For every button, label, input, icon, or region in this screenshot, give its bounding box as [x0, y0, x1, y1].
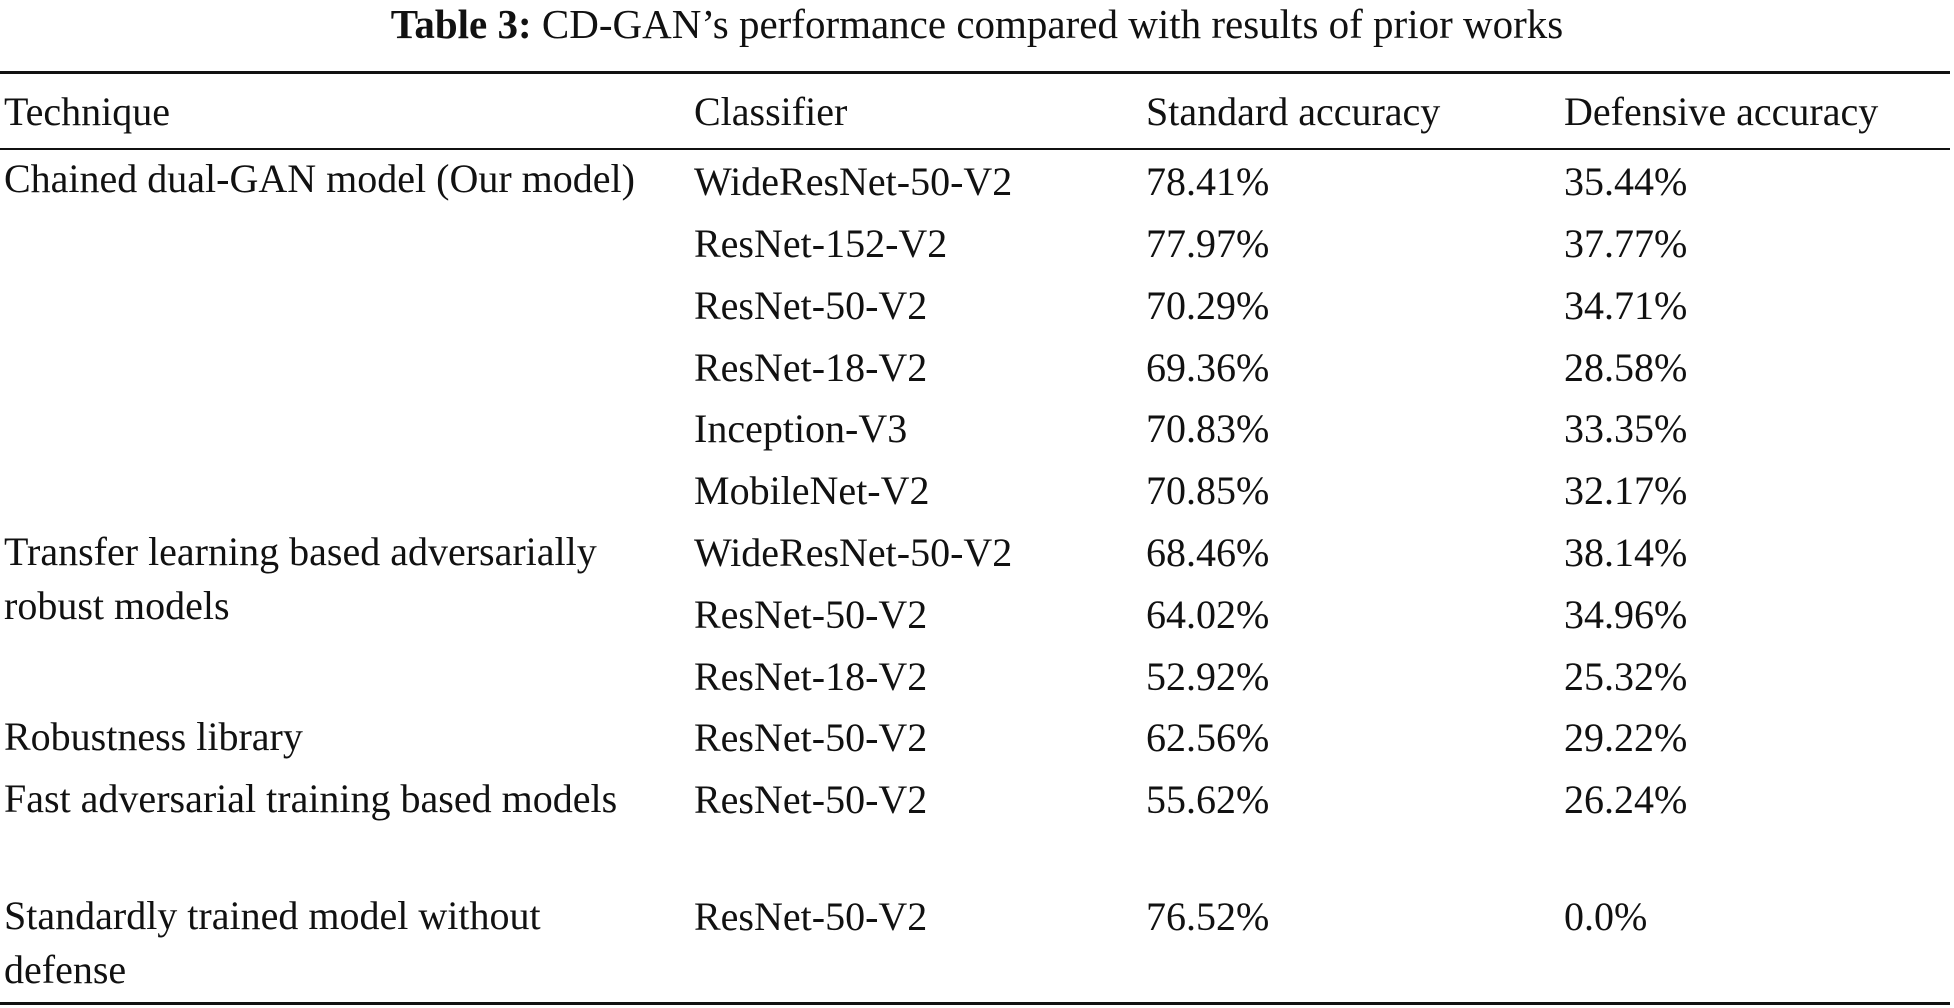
- standard-accuracy-cell: 70.29%: [1146, 283, 1270, 328]
- header-technique: Technique: [4, 89, 171, 134]
- header-classifier: Classifier: [694, 89, 848, 134]
- technique-cell: Robustness library: [4, 714, 303, 759]
- classifier-cell: ResNet-18-V2: [694, 654, 928, 699]
- technique-cell: Chained dual-GAN model (Our model): [4, 156, 635, 201]
- classifier-cell: ResNet-152-V2: [694, 221, 948, 266]
- technique-cell: Fast adversarial training based models: [4, 776, 618, 821]
- standard-accuracy-cell: 52.92%: [1146, 654, 1270, 699]
- header-standard-accuracy: Standard accuracy: [1146, 89, 1441, 134]
- defensive-accuracy-cell: 25.32%: [1564, 654, 1688, 699]
- defensive-accuracy-cell: 34.71%: [1564, 283, 1688, 328]
- classifier-cell: WideResNet-50-V2: [694, 159, 1013, 204]
- standard-accuracy-cell: 62.56%: [1146, 715, 1270, 760]
- table-caption-label: Table 3:: [390, 1, 532, 47]
- defensive-accuracy-cell: 26.24%: [1564, 777, 1688, 822]
- classifier-cell: ResNet-50-V2: [694, 592, 928, 637]
- standard-accuracy-cell: 68.46%: [1146, 530, 1270, 575]
- defensive-accuracy-cell: 38.14%: [1564, 530, 1688, 575]
- classifier-cell: ResNet-18-V2: [694, 345, 928, 390]
- defensive-accuracy-cell: 29.22%: [1564, 715, 1688, 760]
- standard-accuracy-cell: 76.52%: [1146, 894, 1270, 939]
- classifier-cell: ResNet-50-V2: [694, 715, 928, 760]
- defensive-accuracy-cell: 0.0%: [1564, 894, 1648, 939]
- classifier-cell: ResNet-50-V2: [694, 777, 928, 822]
- standard-accuracy-cell: 78.41%: [1146, 159, 1270, 204]
- classifier-cell: ResNet-50-V2: [694, 283, 928, 328]
- standard-accuracy-cell: 64.02%: [1146, 592, 1270, 637]
- defensive-accuracy-cell: 35.44%: [1564, 159, 1688, 204]
- technique-cell: Transfer learning based adversarially ro…: [4, 529, 597, 628]
- table-caption: Table 3: CD-GAN’s performance compared w…: [0, 0, 1954, 48]
- standard-accuracy-cell: 77.97%: [1146, 221, 1270, 266]
- standard-accuracy-cell: 55.62%: [1146, 777, 1270, 822]
- table-header-row: Technique Classifier Standard accuracy D…: [0, 84, 1950, 140]
- defensive-accuracy-cell: 34.96%: [1564, 592, 1688, 637]
- header-defensive-accuracy: Defensive accuracy: [1564, 89, 1879, 134]
- defensive-accuracy-cell: 37.77%: [1564, 221, 1688, 266]
- standard-accuracy-cell: 70.83%: [1146, 406, 1270, 451]
- defensive-accuracy-cell: 28.58%: [1564, 345, 1688, 390]
- classifier-cell: Inception-V3: [694, 406, 908, 451]
- table-header-rule: [0, 148, 1950, 150]
- defensive-accuracy-cell: 33.35%: [1564, 406, 1688, 451]
- classifier-cell: WideResNet-50-V2: [694, 530, 1013, 575]
- standard-accuracy-cell: 69.36%: [1146, 345, 1270, 390]
- technique-cell: Standardly trained model without defense: [4, 893, 541, 992]
- defensive-accuracy-cell: 32.17%: [1564, 468, 1688, 513]
- standard-accuracy-cell: 70.85%: [1146, 468, 1270, 513]
- table-caption-text: CD-GAN’s performance compared with resul…: [541, 1, 1564, 47]
- table-top-rule: [0, 71, 1950, 74]
- classifier-cell: MobileNet-V2: [694, 468, 930, 513]
- table-bottom-rule: [0, 1002, 1950, 1005]
- classifier-cell: ResNet-50-V2: [694, 894, 928, 939]
